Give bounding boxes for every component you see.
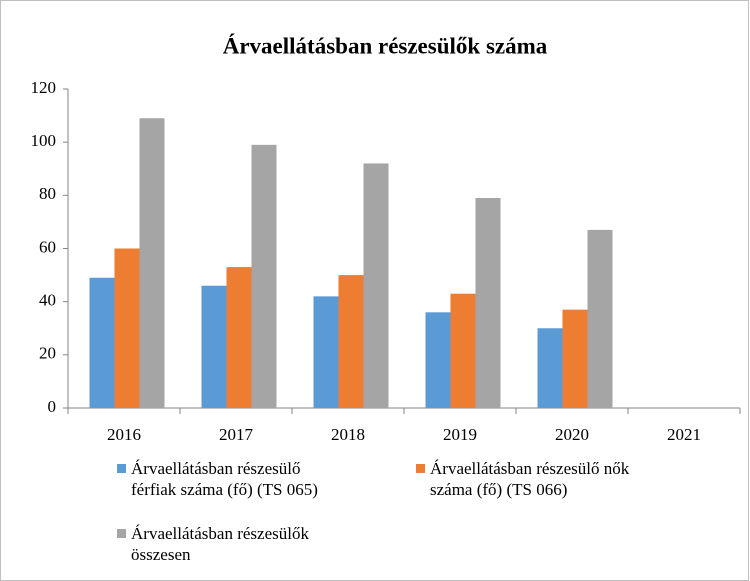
legend-label: Árvaellátásban részesülő férfiak száma (…	[131, 459, 318, 499]
y-tick-label: 0	[48, 397, 57, 416]
bar	[114, 248, 140, 408]
x-tick-label: 2016	[107, 425, 141, 444]
x-tick-label: 2021	[667, 425, 701, 444]
legend-label: Árvaellátásban részesülő nők száma (fő) …	[430, 459, 630, 499]
bar	[450, 293, 476, 408]
bar	[139, 118, 165, 408]
legend-swatch	[117, 464, 126, 473]
legend-item: Árvaellátásban részesülők összesen	[117, 523, 347, 565]
bar	[313, 296, 339, 408]
x-tick-label: 2017	[219, 425, 254, 444]
x-tick-label: 2020	[555, 425, 589, 444]
y-tick-label: 20	[39, 344, 56, 363]
bar	[587, 229, 613, 408]
chart-title: Árvaellátásban részesülők száma	[223, 33, 548, 58]
legend-swatch	[416, 464, 425, 473]
bar	[363, 163, 389, 408]
bar	[226, 267, 252, 408]
bar	[338, 275, 364, 408]
bar	[425, 312, 451, 408]
y-tick-label: 80	[39, 184, 56, 203]
y-tick-label: 60	[39, 237, 56, 256]
bar	[89, 277, 115, 408]
bar	[475, 197, 501, 408]
bar	[251, 144, 277, 408]
bar	[537, 328, 563, 408]
legend-label: Árvaellátásban részesülők összesen	[131, 524, 309, 564]
x-tick-label: 2018	[331, 425, 365, 444]
y-tick-label: 100	[31, 131, 57, 150]
bar	[562, 309, 588, 408]
x-tick-label: 2019	[443, 425, 477, 444]
y-tick-label: 40	[39, 291, 56, 310]
legend-swatch	[117, 529, 126, 538]
legend-item: Árvaellátásban részesülő férfiak száma (…	[117, 458, 347, 500]
bar	[201, 285, 227, 408]
legend-item: Árvaellátásban részesülő nők száma (fő) …	[416, 458, 646, 500]
y-tick-label: 120	[31, 78, 57, 97]
